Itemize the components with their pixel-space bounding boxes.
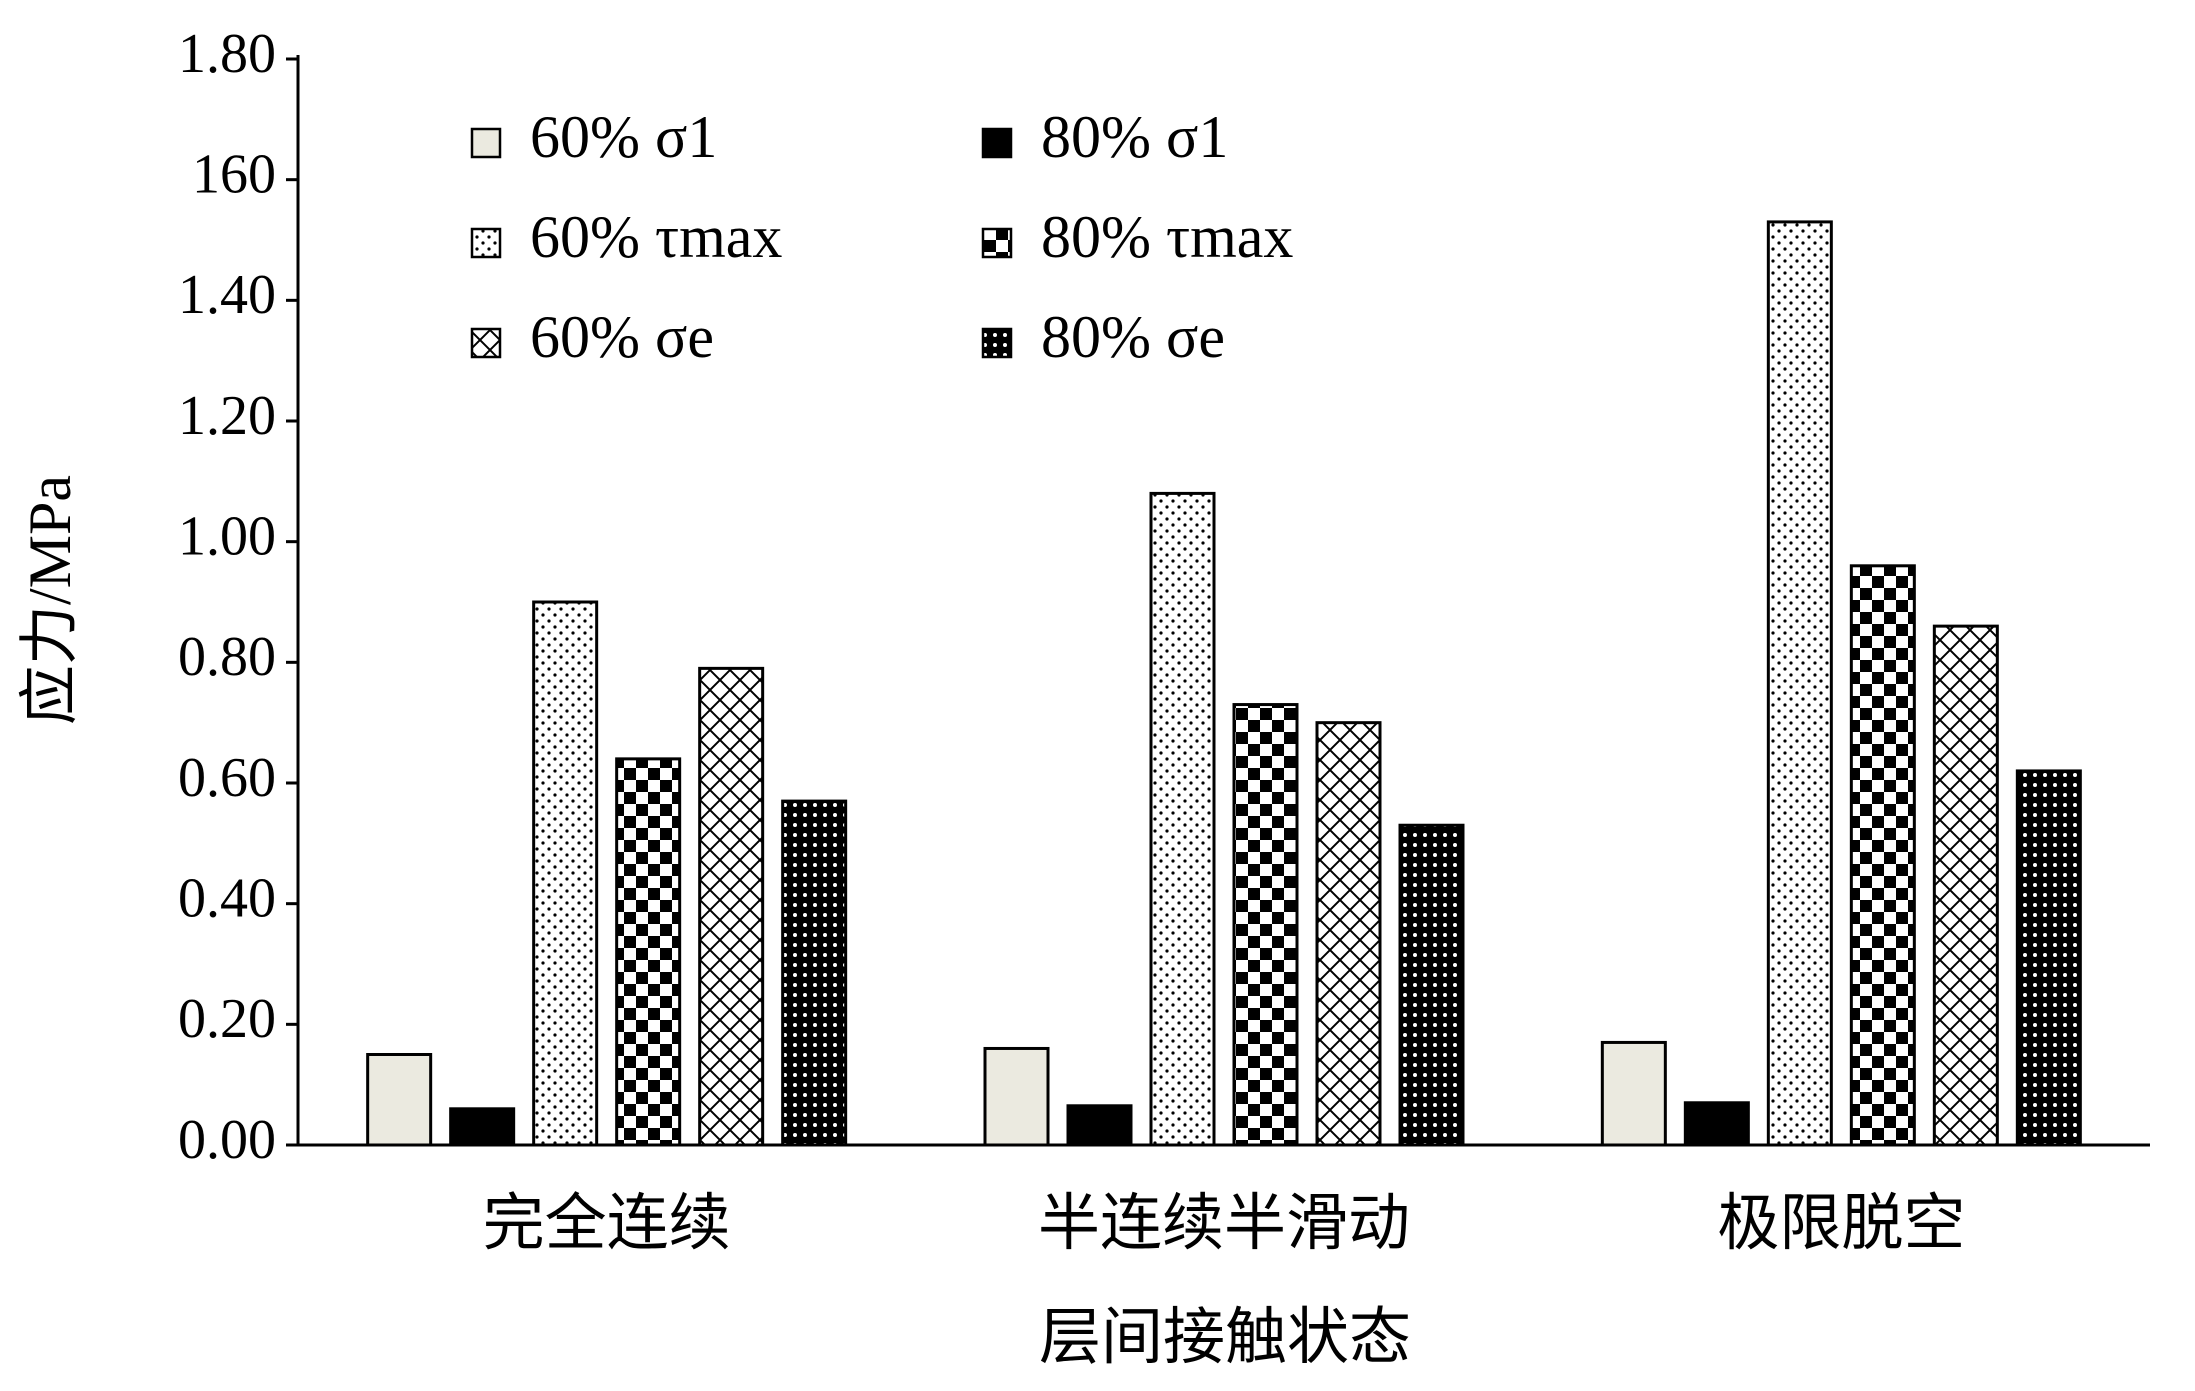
legend-swatch: [470, 227, 502, 259]
bar: [1600, 1040, 1667, 1147]
legend-label: 60% τmax: [530, 204, 782, 270]
bar: [449, 1107, 516, 1147]
bar: [2015, 769, 2082, 1147]
bar: [781, 799, 848, 1147]
bar: [983, 1046, 1050, 1147]
legend-label: 60% σ1: [530, 104, 717, 170]
y-tick-label: 1.20: [178, 385, 276, 447]
x-tick-label: 极限脱空: [1717, 1190, 1965, 1258]
legend-swatch: [981, 127, 1013, 159]
bar: [1149, 491, 1216, 1147]
bar: [532, 600, 599, 1147]
x-tick-label: 完全连续: [483, 1190, 731, 1258]
y-tick-label: 0.20: [178, 988, 276, 1050]
bar: [1232, 703, 1299, 1147]
legend-swatch: [981, 327, 1013, 359]
legend-label: 80% τmax: [1041, 204, 1293, 270]
legend-swatch: [981, 227, 1013, 259]
y-tick-label: 0.00: [178, 1109, 276, 1171]
x-tick-label: 半连续半滑动: [1038, 1190, 1410, 1258]
bar: [615, 757, 682, 1147]
legend-label: 80% σe: [1041, 304, 1225, 370]
y-tick-label: 0.80: [178, 626, 276, 688]
bar: [1398, 823, 1465, 1147]
bar: [366, 1053, 433, 1147]
y-tick-label: 1.00: [178, 506, 276, 568]
bar: [1683, 1101, 1750, 1147]
bar: [1849, 564, 1916, 1147]
y-tick-label: 1.40: [178, 264, 276, 326]
x-axis-title: 层间接触状态: [1039, 1304, 1411, 1372]
bar: [1066, 1104, 1133, 1147]
bar: [1932, 624, 1999, 1147]
bar: [698, 666, 765, 1147]
bar: [1315, 721, 1382, 1147]
y-tick-label: 0.60: [178, 747, 276, 809]
y-axis-title: 应力/MPa: [17, 475, 83, 725]
legend-swatch: [470, 127, 502, 159]
bar: [1766, 220, 1833, 1147]
y-tick-label: 0.40: [178, 868, 276, 930]
y-tick-label: 160: [192, 144, 276, 206]
legend-label: 60% σe: [530, 304, 714, 370]
legend-label: 80% σ1: [1041, 104, 1228, 170]
legend-swatch: [470, 327, 502, 359]
y-tick-label: 1.80: [178, 23, 276, 85]
